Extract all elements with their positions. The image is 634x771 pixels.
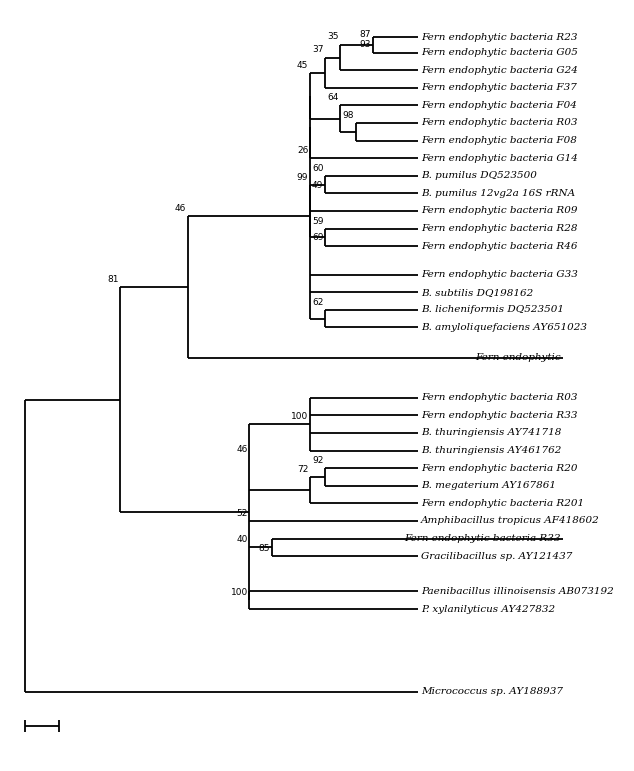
Text: Fern endophytic bacteria G24: Fern endophytic bacteria G24 xyxy=(421,66,578,75)
Text: Fern endophytic bacteria R20: Fern endophytic bacteria R20 xyxy=(421,463,578,473)
Text: P. xylanilyticus AY427832: P. xylanilyticus AY427832 xyxy=(421,604,555,614)
Text: 72: 72 xyxy=(297,465,308,474)
Text: 37: 37 xyxy=(312,45,323,54)
Text: B. amyloliquefaciens AY651023: B. amyloliquefaciens AY651023 xyxy=(421,323,587,332)
Text: 46: 46 xyxy=(236,445,248,454)
Text: 93: 93 xyxy=(359,39,371,49)
Text: 99: 99 xyxy=(297,173,308,181)
Text: 46: 46 xyxy=(175,204,186,214)
Text: B. megaterium AY167861: B. megaterium AY167861 xyxy=(421,481,556,490)
Text: 64: 64 xyxy=(327,93,339,103)
Text: Fern endophytic bacteria G14: Fern endophytic bacteria G14 xyxy=(421,153,578,163)
Text: Fern endophytic bacteria R33: Fern endophytic bacteria R33 xyxy=(404,534,560,543)
Text: 49: 49 xyxy=(312,180,323,190)
Text: 52: 52 xyxy=(236,509,248,518)
Text: 40: 40 xyxy=(236,535,248,544)
Text: 62: 62 xyxy=(312,298,323,307)
Text: Fern endophytic bacteria R09: Fern endophytic bacteria R09 xyxy=(421,207,578,215)
Text: 26: 26 xyxy=(297,146,308,155)
Text: B. licheniformis DQ523501: B. licheniformis DQ523501 xyxy=(421,305,564,315)
Text: Fern endophytic bacteria R03: Fern endophytic bacteria R03 xyxy=(421,119,578,127)
Text: Fern endophytic bacteria G05: Fern endophytic bacteria G05 xyxy=(421,48,578,57)
Text: Amphibacillus tropicus AF418602: Amphibacillus tropicus AF418602 xyxy=(421,517,600,526)
Text: Fern endophytic bacteria F08: Fern endophytic bacteria F08 xyxy=(421,136,577,145)
Text: Fern endophytic bacteria R23: Fern endophytic bacteria R23 xyxy=(421,32,578,42)
Text: 35: 35 xyxy=(327,32,339,41)
Text: 87: 87 xyxy=(359,30,371,39)
Text: Fern endophytic bacteria G33: Fern endophytic bacteria G33 xyxy=(421,270,578,279)
Text: Gracilibacillus sp. AY121437: Gracilibacillus sp. AY121437 xyxy=(421,552,573,561)
Text: Fern endophytic bacteria F04: Fern endophytic bacteria F04 xyxy=(421,101,577,109)
Text: 81: 81 xyxy=(107,275,119,284)
Text: 45: 45 xyxy=(297,61,308,69)
Text: 100: 100 xyxy=(291,412,308,421)
Text: B. subtilis DQ198162: B. subtilis DQ198162 xyxy=(421,288,533,297)
Text: Fern endophytic: Fern endophytic xyxy=(475,353,560,362)
Text: Micrococcus sp. AY188937: Micrococcus sp. AY188937 xyxy=(421,687,563,696)
Text: Fern endophytic bacteria R03: Fern endophytic bacteria R03 xyxy=(421,393,578,402)
Text: Fern endophytic bacteria R33: Fern endophytic bacteria R33 xyxy=(421,411,578,420)
Text: B. pumilus DQ523500: B. pumilus DQ523500 xyxy=(421,171,537,180)
Text: 98: 98 xyxy=(343,111,354,120)
Text: Fern endophytic bacteria R201: Fern endophytic bacteria R201 xyxy=(421,499,584,508)
Text: 92: 92 xyxy=(312,456,323,465)
Text: B. thuringiensis AY461762: B. thuringiensis AY461762 xyxy=(421,446,561,455)
Text: Fern endophytic bacteria F37: Fern endophytic bacteria F37 xyxy=(421,83,577,93)
Text: 100: 100 xyxy=(231,588,248,598)
Text: Paenibacillus illinoisensis AB073192: Paenibacillus illinoisensis AB073192 xyxy=(421,587,614,596)
Text: 59: 59 xyxy=(312,217,323,226)
Text: 85: 85 xyxy=(259,544,270,553)
Text: 60: 60 xyxy=(312,163,323,173)
Text: Fern endophytic bacteria R28: Fern endophytic bacteria R28 xyxy=(421,224,578,233)
Text: 69: 69 xyxy=(312,234,323,242)
Text: B. pumilus 12vg2a 16S rRNA: B. pumilus 12vg2a 16S rRNA xyxy=(421,189,575,198)
Text: Fern endophytic bacteria R46: Fern endophytic bacteria R46 xyxy=(421,241,578,251)
Text: B. thuringiensis AY741718: B. thuringiensis AY741718 xyxy=(421,429,561,437)
